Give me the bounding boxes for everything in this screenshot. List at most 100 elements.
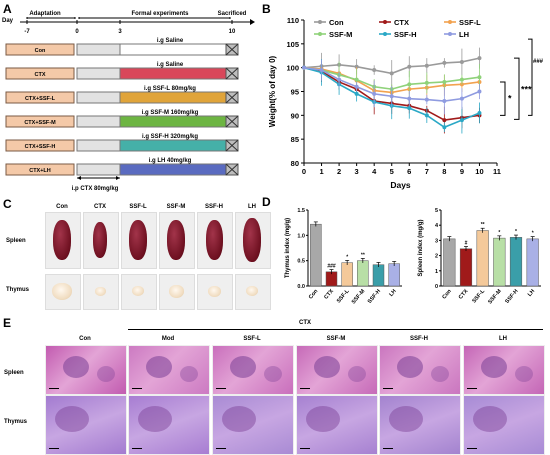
data-point xyxy=(372,68,377,73)
panel-a-label: A xyxy=(3,2,12,16)
x-tick-label: SSF-L xyxy=(336,288,351,305)
y-tick-label: 0.0 xyxy=(297,284,305,290)
bar-ssf-m xyxy=(357,260,369,287)
organ-row-label: Thymus xyxy=(6,287,30,293)
thymus-cortex xyxy=(222,406,256,432)
sig-label: ### xyxy=(327,264,336,270)
organ-column-label: CTX xyxy=(94,204,106,210)
organ-column-label: SSF-H xyxy=(205,204,223,210)
thymus-specimen xyxy=(132,286,144,296)
sacrifice-x xyxy=(225,163,239,176)
y-axis-title: Spleen index (mg/g) xyxy=(418,219,424,276)
data-point xyxy=(389,94,394,99)
bar-lh xyxy=(388,263,400,287)
group-box xyxy=(5,43,75,56)
sacrifice-x xyxy=(225,115,239,128)
organ-column-label: Con xyxy=(56,204,68,210)
treatment-label: i.g Saline xyxy=(157,38,184,44)
panel-c-label: C xyxy=(3,197,12,211)
thymus-histology-image xyxy=(296,395,378,455)
phase-label: Sacrificed xyxy=(218,11,247,17)
x-tick-label: SSF-L xyxy=(471,288,486,305)
sig-label: * xyxy=(515,229,517,235)
data-point xyxy=(459,59,464,64)
day-tick-label: 10 xyxy=(229,29,236,35)
thymus-cortex xyxy=(389,406,423,432)
organ-column-label: SSF-L xyxy=(129,204,147,210)
group-name: CTX+SSF-H xyxy=(25,144,56,150)
scale-bar xyxy=(216,448,226,449)
data-point xyxy=(477,75,482,80)
spleen-white-pulp xyxy=(180,366,198,382)
group-name: CTX+SSF-M xyxy=(24,120,56,126)
treatment-segment xyxy=(119,139,227,152)
panel-d-label: D xyxy=(262,195,271,209)
data-point xyxy=(442,99,447,104)
x-tick-label: SSF-H xyxy=(504,288,519,305)
sacrifice-x xyxy=(225,43,239,56)
histology-row-label: Thymus xyxy=(4,419,28,425)
phase-label: Adaptation xyxy=(29,11,61,17)
scale-bar xyxy=(383,388,393,389)
panel-c-organs: Con CTX SSF-L SSF-M SSF-H LH Spleen Thymus xyxy=(0,195,280,315)
sacrifice-x xyxy=(225,67,239,80)
scale-bar xyxy=(300,388,310,389)
ctx-group-header: CTX xyxy=(299,320,311,326)
spleen-specimen xyxy=(243,218,261,262)
x-tick-label: SSF-M xyxy=(351,288,367,305)
spleen-white-pulp xyxy=(230,356,256,378)
legend-marker xyxy=(383,20,387,24)
x-tick-label: 9 xyxy=(460,167,464,176)
legend-label: SSF-H xyxy=(394,30,417,39)
y-tick-label: 105 xyxy=(286,40,299,49)
thymus-specimen xyxy=(52,282,72,300)
thymus-cortex xyxy=(138,406,172,432)
scale-bar xyxy=(383,448,393,449)
thymus-photo-tile xyxy=(159,274,195,310)
y-tick-label: 5 xyxy=(435,208,438,214)
data-point xyxy=(372,91,377,96)
treatment-label: i.g SSF-L 80mg/kg xyxy=(144,86,196,92)
sig-bracket xyxy=(514,57,520,120)
group-box xyxy=(5,139,75,152)
pre-segment xyxy=(76,115,121,128)
treatment-label: i.g Saline xyxy=(157,62,184,68)
x-tick-label: Con xyxy=(308,288,320,301)
thymus-histology-image xyxy=(463,395,545,455)
group-box xyxy=(5,163,75,176)
scale-bar xyxy=(49,448,59,449)
y-tick-label: 90 xyxy=(291,111,299,120)
data-point xyxy=(389,71,394,76)
treatment-label: i.g SSF-M 160mg/kg xyxy=(142,110,199,116)
ctx-arrow-right xyxy=(116,176,120,180)
spleen-specimen xyxy=(167,220,185,260)
phase-label: Formal experiments xyxy=(131,11,189,17)
data-point xyxy=(354,91,359,96)
y-tick-label: 100 xyxy=(286,64,299,73)
phase-bracket xyxy=(26,17,76,19)
y-axis-title: Thymus index (mg/g) xyxy=(285,218,291,278)
histology-column-label: SSF-L xyxy=(243,336,261,342)
spleen-white-pulp xyxy=(146,356,172,378)
sig-label: ** xyxy=(361,252,365,258)
treatment-segment xyxy=(119,43,227,56)
y-tick-label: 1.5 xyxy=(297,208,305,214)
spleen-white-pulp xyxy=(397,356,423,378)
x-tick-label: 7 xyxy=(425,167,429,176)
pre-segment xyxy=(76,139,121,152)
x-tick-label: 1 xyxy=(319,167,323,176)
histology-column-label: Con xyxy=(79,336,91,342)
ctx-note: i.p CTX 80mg/kg xyxy=(72,186,119,192)
scale-bar xyxy=(300,448,310,449)
group-name: CTX+LH xyxy=(29,168,51,174)
spleen-white-pulp xyxy=(348,366,366,382)
thymus-cortex xyxy=(473,406,507,432)
pre-segment xyxy=(76,91,121,104)
data-point xyxy=(337,77,342,82)
day-tick-label: 3 xyxy=(118,29,122,35)
sig-label: ** xyxy=(481,222,485,228)
x-tick-label: 4 xyxy=(372,167,377,176)
sig-bracket xyxy=(500,81,506,116)
group-name: CTX+SSF-L xyxy=(25,96,56,102)
data-point xyxy=(354,77,359,82)
